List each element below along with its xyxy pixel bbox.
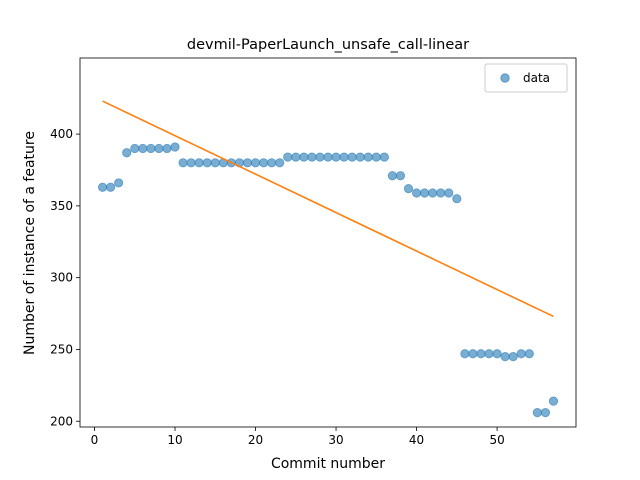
data-point bbox=[516, 349, 526, 359]
data-point bbox=[291, 152, 301, 162]
legend-label: data bbox=[523, 71, 550, 85]
y-axis-label: Number of instance of a feature bbox=[22, 131, 38, 355]
data-point bbox=[299, 152, 309, 162]
data-point bbox=[242, 158, 253, 168]
data-point bbox=[258, 158, 269, 168]
data-point bbox=[411, 188, 422, 198]
data-point bbox=[363, 152, 373, 162]
x-tick-label: 10 bbox=[167, 433, 182, 447]
data-point bbox=[154, 143, 164, 154]
data-point bbox=[194, 158, 204, 168]
data-point bbox=[395, 171, 406, 181]
y-tick-label: 400 bbox=[50, 127, 73, 141]
axes-frame bbox=[79, 57, 577, 428]
data-point bbox=[379, 152, 389, 162]
data-point bbox=[492, 349, 502, 359]
data-point bbox=[170, 142, 180, 152]
legend-box bbox=[484, 63, 568, 93]
data-point bbox=[267, 158, 277, 168]
x-tick-label: 30 bbox=[328, 433, 343, 447]
y-tick-label: 200 bbox=[50, 414, 73, 428]
data-point bbox=[97, 182, 108, 192]
data-point bbox=[532, 408, 542, 418]
data-point bbox=[186, 158, 196, 168]
data-point bbox=[130, 143, 140, 154]
legend: data bbox=[484, 63, 568, 93]
data-point bbox=[508, 352, 518, 362]
data-point bbox=[210, 158, 220, 168]
chart-title: devmil-PaperLaunch_unsafe_call-linear bbox=[187, 37, 469, 53]
data-point bbox=[307, 152, 317, 162]
y-tick-label: 250 bbox=[50, 342, 73, 356]
data-point bbox=[323, 152, 333, 162]
data-point bbox=[452, 194, 462, 204]
legend-marker bbox=[500, 73, 510, 83]
data-point bbox=[355, 152, 365, 162]
data-point bbox=[178, 158, 188, 168]
data-point bbox=[540, 408, 551, 418]
data-point bbox=[403, 184, 414, 194]
fit-line bbox=[102, 100, 554, 318]
data-point bbox=[283, 152, 293, 162]
data-point bbox=[524, 349, 534, 359]
x-tick-label: 20 bbox=[248, 433, 263, 447]
data-point bbox=[444, 188, 454, 198]
data-point bbox=[371, 152, 381, 162]
y-tick-label: 350 bbox=[50, 199, 73, 213]
data-point bbox=[331, 152, 341, 162]
data-point bbox=[114, 178, 124, 188]
x-tick-label: 50 bbox=[489, 433, 504, 447]
data-point bbox=[387, 171, 398, 181]
y-tick-label: 300 bbox=[50, 271, 73, 285]
data-point bbox=[138, 143, 148, 154]
data-point bbox=[162, 143, 172, 154]
data-point bbox=[105, 182, 116, 192]
x-axis-label: Commit number bbox=[271, 456, 385, 472]
data-point bbox=[146, 143, 156, 154]
x-tick-label: 0 bbox=[91, 433, 99, 447]
plot-area: 0 10 20 30 40 50 200 250 300 350 400 bbox=[50, 57, 577, 447]
data-point bbox=[347, 152, 357, 162]
data-point bbox=[436, 188, 446, 198]
data-point bbox=[428, 188, 438, 198]
data-point bbox=[315, 152, 325, 162]
data-point bbox=[420, 188, 430, 198]
data-point bbox=[275, 158, 285, 168]
data-point bbox=[484, 349, 494, 359]
data-point bbox=[476, 349, 486, 359]
data-point bbox=[468, 349, 478, 359]
data-point bbox=[339, 152, 349, 162]
data-point bbox=[548, 396, 559, 406]
data-point bbox=[500, 352, 510, 362]
data-point bbox=[460, 349, 470, 359]
x-tick-label: 40 bbox=[409, 433, 424, 447]
data-point bbox=[250, 158, 261, 168]
data-point bbox=[202, 158, 212, 168]
data-point bbox=[122, 148, 132, 158]
